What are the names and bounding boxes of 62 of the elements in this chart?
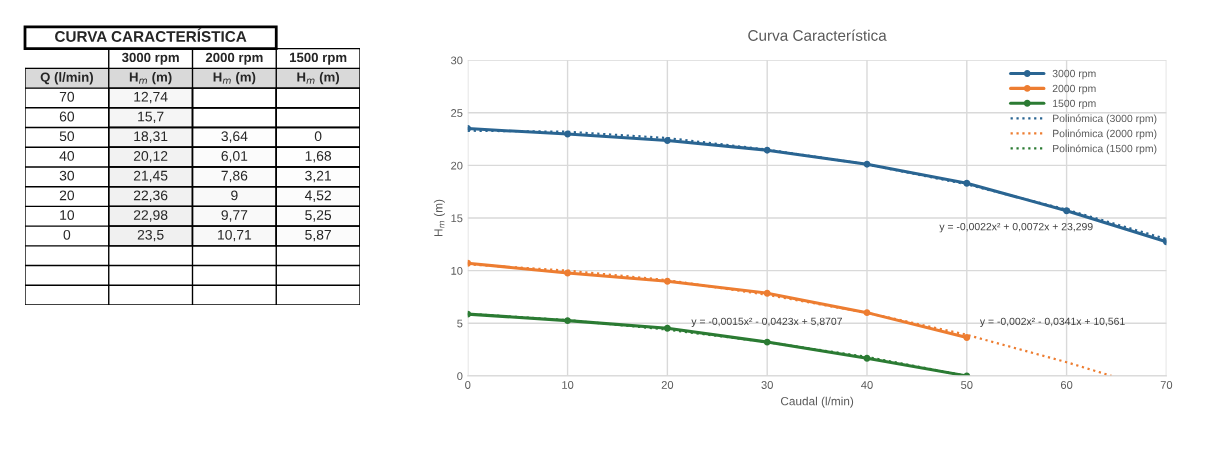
- text: H$_{m}$ (m): [129, 72, 172, 85]
- x-axis-title: Caudal (l/min): [780, 396, 854, 408]
- data-label: 1,68: [305, 151, 332, 163]
- data-label: 12,74: [134, 91, 168, 104]
- y-tick-label: 30: [59, 170, 75, 181]
- data-label: 9,77: [221, 210, 248, 222]
- data-label: 21,45: [133, 170, 168, 183]
- y-tick-label: 0: [457, 372, 463, 381]
- data-label: 3,64: [221, 131, 248, 143]
- annotation: y = -0,0022x² + 0,0072x + 23,299: [939, 222, 1093, 233]
- legend-label: Polinómica (1500 rpm): [1053, 144, 1157, 155]
- text: H$_{m}$ (m): [297, 72, 340, 85]
- data-label: 20,12: [133, 151, 168, 163]
- legend-label: Polinómica (3000 rpm): [1053, 114, 1157, 125]
- y-tick-label: 60: [59, 111, 75, 122]
- x-tick-label: 0: [465, 381, 471, 389]
- y-tick-label: 20: [59, 190, 75, 201]
- data-label: 0: [314, 131, 322, 142]
- data-label: 10,71: [218, 229, 252, 242]
- data-label: 7,86: [221, 170, 248, 183]
- y-tick-label: 50: [59, 131, 75, 142]
- data-label: 22,36: [133, 190, 168, 202]
- x-tick-label: 70: [1160, 381, 1173, 389]
- x-tick-label: 40: [861, 381, 873, 389]
- annotation: y = -0,002x² - 0,0341x + 10,561: [979, 317, 1125, 328]
- legend-label: Polinómica (2000 rpm): [1053, 129, 1157, 140]
- data-label: 22,98: [133, 210, 168, 222]
- data-label: 23,5: [137, 229, 164, 242]
- annotation: y = -0,0015x² - 0,0423x + 5,8707: [691, 317, 842, 328]
- x-tick-label: 10: [562, 381, 574, 389]
- x-tick-label: 60: [1060, 381, 1073, 389]
- legend-label: 3000 rpm: [1052, 69, 1096, 80]
- data-label: 18,31: [134, 131, 168, 143]
- x-tick-label: 20: [661, 381, 674, 389]
- y-axis-title: H$_{m}$ (m): [433, 199, 445, 237]
- legend-label: 1500 rpm: [1053, 99, 1096, 110]
- y-tick-label: 70: [59, 91, 75, 102]
- y-tick-label: 20: [451, 161, 463, 170]
- data-label: 4,52: [304, 190, 331, 202]
- text: Q (l/min): [40, 72, 93, 85]
- y-tick-label: 40: [59, 151, 75, 161]
- y-tick-label: 10: [451, 266, 463, 275]
- x-tick-label: 50: [961, 381, 973, 389]
- data-label: 5,87: [305, 229, 331, 242]
- text: H$_{m}$ (m): [213, 72, 256, 85]
- data-label: 15,7: [138, 111, 164, 124]
- y-tick-label: 25: [451, 109, 463, 117]
- x-tick-label: 30: [761, 381, 773, 389]
- y-tick-label: 10: [60, 210, 75, 220]
- data-label: 5,25: [305, 210, 332, 222]
- y-tick-label: 5: [457, 319, 463, 328]
- text: CURVA CARACTERÍSTICA: [55, 28, 247, 42]
- data-label: 9: [231, 190, 238, 201]
- data-label: 3,21: [305, 170, 331, 183]
- y-tick-label: 15: [451, 214, 463, 223]
- chart-title: Curva Característica: [748, 29, 887, 41]
- x-tick-label: 3000 rpm: [121, 52, 179, 65]
- x-tick-label: 1500 rpm: [289, 52, 347, 65]
- y-tick-label: 0: [63, 229, 71, 240]
- x-tick-label: 2000 rpm: [205, 52, 263, 65]
- legend-label: 2000 rpm: [1052, 84, 1096, 95]
- data-label: 6,01: [221, 151, 248, 163]
